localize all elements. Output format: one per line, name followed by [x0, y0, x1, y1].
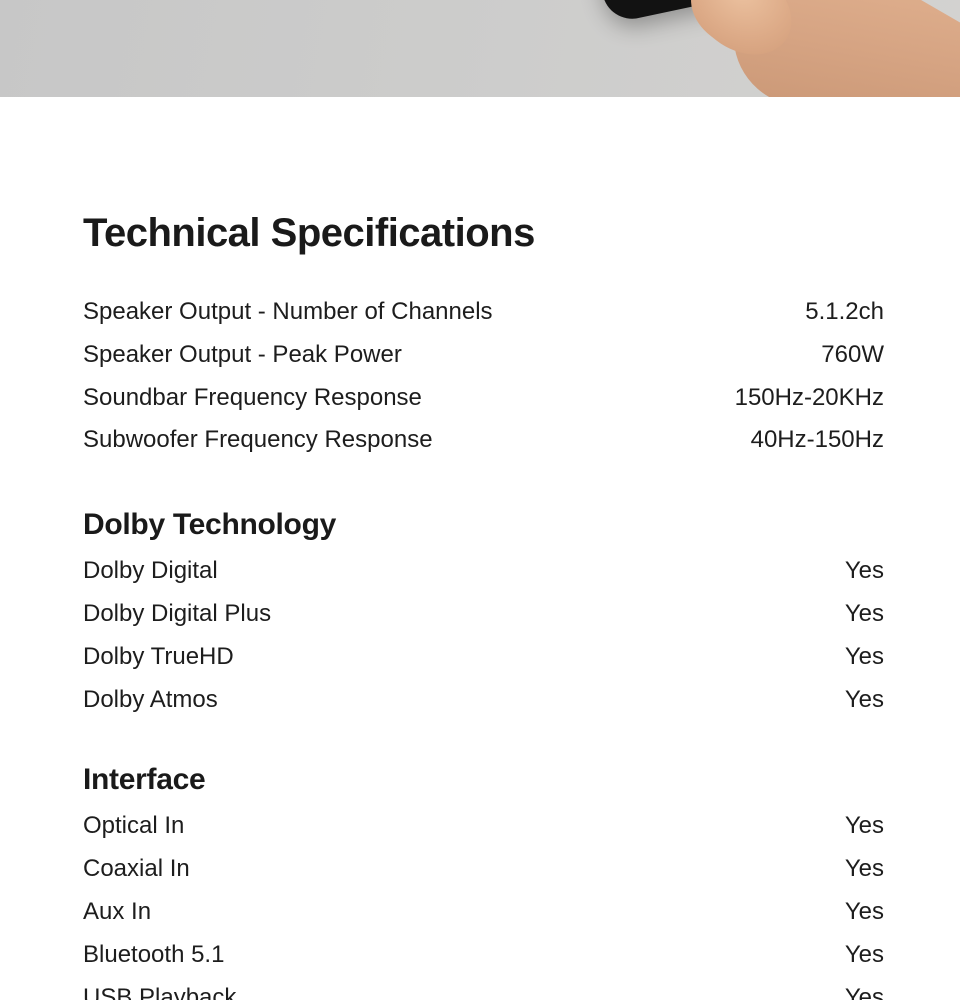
product-photo-banner — [0, 0, 960, 97]
spec-label: Coaxial In — [83, 855, 190, 883]
spec-label: Bluetooth 5.1 — [83, 940, 225, 968]
spec-value: Yes — [844, 897, 884, 925]
spec-value: 40Hz-150Hz — [750, 426, 884, 454]
spec-group-interface: Interface Optical In Yes Coaxial In Yes … — [83, 760, 884, 1000]
spec-label: Subwoofer Frequency Response — [83, 426, 433, 454]
technical-specifications-section: Technical Specifications Speaker Output … — [0, 97, 960, 1000]
spec-value: Yes — [844, 599, 884, 627]
spec-row: Soundbar Frequency Response 150Hz-20KHz — [83, 377, 884, 420]
spec-value: Yes — [844, 642, 884, 670]
spec-row: Dolby TrueHD Yes — [83, 636, 884, 679]
spec-label: Dolby Atmos — [83, 685, 218, 713]
spec-label: Dolby Digital Plus — [83, 599, 272, 627]
spec-group-dolby-technology: Dolby Technology Dolby Digital Yes Dolby… — [83, 505, 884, 721]
spec-row: Subwoofer Frequency Response 40Hz-150Hz — [83, 419, 884, 462]
spec-group-general: Speaker Output - Number of Channels 5.1.… — [83, 291, 884, 462]
spec-label: Dolby Digital — [83, 557, 218, 585]
spec-value: 5.1.2ch — [805, 298, 884, 325]
spec-label: Speaker Output - Peak Power — [83, 340, 402, 368]
spec-row: Optical In Yes — [83, 805, 884, 848]
spec-row: Coaxial In Yes — [83, 848, 884, 891]
spec-row: Speaker Output - Peak Power 760W — [83, 334, 884, 377]
section-heading-interface: Interface — [83, 763, 206, 797]
spec-value: 150Hz-20KHz — [734, 383, 884, 411]
spec-label: Optical In — [83, 812, 185, 840]
spec-label: Soundbar Frequency Response — [83, 383, 422, 411]
spec-row: USB Playback Yes — [83, 977, 884, 1000]
spec-label: Dolby TrueHD — [83, 642, 234, 670]
spec-row: Dolby Atmos Yes — [83, 679, 884, 722]
spec-value: Yes — [844, 983, 884, 1000]
spec-label: Aux In — [83, 897, 152, 925]
spec-row: Aux In Yes — [83, 891, 884, 934]
spec-label: Speaker Output - Number of Channels — [83, 298, 493, 325]
spec-row: Dolby Digital Plus Yes — [83, 593, 884, 636]
spec-value: Yes — [844, 557, 884, 585]
spec-value: Yes — [844, 855, 884, 883]
spec-value: Yes — [844, 685, 884, 713]
spec-row: Speaker Output - Number of Channels 5.1.… — [83, 291, 884, 334]
section-heading-dolby-technology: Dolby Technology — [83, 508, 336, 542]
spec-label: USB Playback — [83, 983, 237, 1000]
spec-value: Yes — [844, 812, 884, 840]
spec-value: 760W — [821, 340, 884, 368]
spec-value: Yes — [844, 940, 884, 968]
spec-row: Dolby Digital Yes — [83, 550, 884, 593]
page-title: Technical Specifications — [83, 211, 535, 255]
spec-row: Bluetooth 5.1 Yes — [83, 934, 884, 977]
